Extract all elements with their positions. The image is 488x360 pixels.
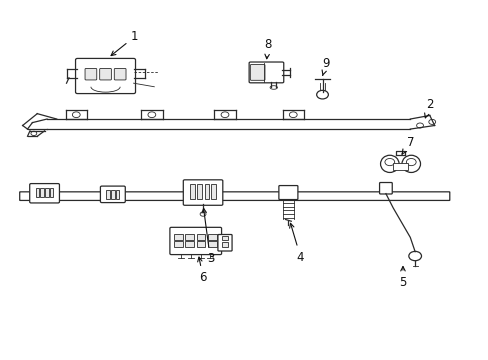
Bar (36, 188, 40, 197)
Bar (196, 234, 205, 239)
Bar (207, 234, 216, 239)
Bar (392, 163, 407, 170)
Ellipse shape (380, 155, 398, 172)
FancyBboxPatch shape (114, 68, 126, 80)
FancyBboxPatch shape (85, 68, 97, 80)
FancyBboxPatch shape (379, 183, 391, 194)
Bar (196, 241, 205, 247)
FancyBboxPatch shape (169, 227, 221, 255)
FancyBboxPatch shape (100, 186, 125, 203)
Text: 7: 7 (401, 136, 413, 154)
Text: 9: 9 (322, 57, 329, 76)
Bar (221, 242, 228, 247)
Bar (185, 241, 194, 247)
Bar (174, 241, 183, 247)
Bar (106, 190, 109, 199)
FancyBboxPatch shape (218, 234, 232, 251)
Text: 4: 4 (289, 223, 304, 264)
Circle shape (406, 158, 415, 166)
Bar (174, 234, 183, 239)
FancyBboxPatch shape (20, 192, 449, 201)
FancyBboxPatch shape (278, 185, 297, 199)
FancyBboxPatch shape (250, 64, 264, 80)
Bar (211, 184, 216, 199)
Bar (41, 188, 44, 197)
Text: 2: 2 (424, 98, 433, 118)
FancyBboxPatch shape (75, 58, 135, 94)
FancyBboxPatch shape (183, 180, 223, 205)
Bar (196, 184, 201, 199)
Text: 5: 5 (399, 266, 406, 289)
Text: 3: 3 (202, 208, 214, 265)
Circle shape (384, 158, 394, 166)
Bar (221, 236, 228, 240)
Bar (50, 188, 53, 197)
Bar (111, 190, 114, 199)
FancyBboxPatch shape (248, 62, 283, 83)
Bar (204, 184, 209, 199)
FancyBboxPatch shape (100, 68, 111, 80)
Bar (185, 234, 194, 239)
Text: 6: 6 (197, 257, 206, 284)
FancyBboxPatch shape (30, 184, 60, 203)
Text: 8: 8 (264, 38, 271, 59)
Bar (207, 241, 216, 247)
Text: 1: 1 (111, 30, 138, 55)
Ellipse shape (401, 155, 420, 172)
Bar (189, 184, 194, 199)
Bar (116, 190, 119, 199)
Bar (45, 188, 49, 197)
